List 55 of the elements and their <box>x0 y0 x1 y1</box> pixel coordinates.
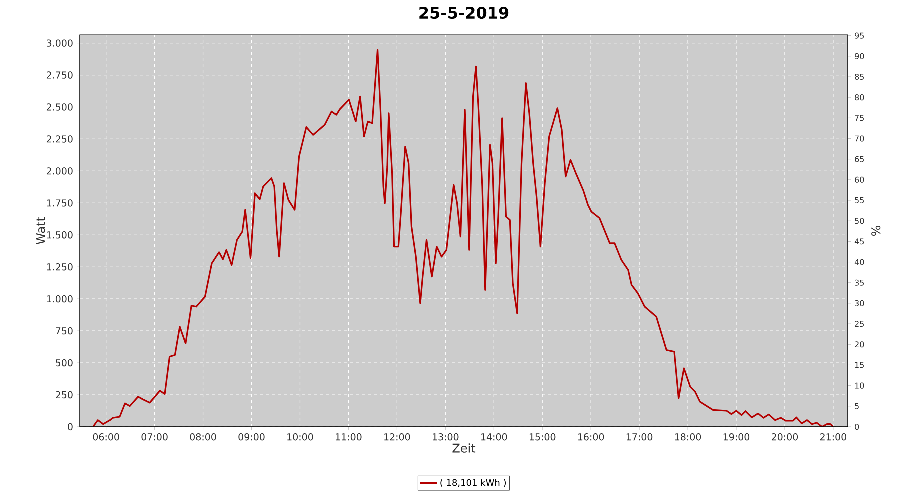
y2-tick-label: 95 <box>855 32 864 39</box>
y2-tick-label: 85 <box>855 74 864 80</box>
y-tick-label: 500 <box>56 359 73 367</box>
x-tick-label: 18:00 <box>675 434 702 441</box>
y2-tick-label: 40 <box>854 259 864 266</box>
y-tick-label: 250 <box>56 391 73 399</box>
x-tick-label: 09:00 <box>238 434 265 441</box>
y-tick-label: 1.250 <box>47 264 73 271</box>
x-tick-label: 07:00 <box>142 434 168 441</box>
y-tick-label: 0 <box>68 423 73 431</box>
legend-label: ( 18,101 kWh ) <box>440 479 506 488</box>
y2-axis-title: % <box>872 226 881 236</box>
y-tick-label: 2.750 <box>46 72 73 79</box>
x-tick-label: 12:00 <box>384 434 410 441</box>
y2-tick-label: 50 <box>855 218 864 224</box>
y-tick-label: 1.750 <box>47 200 73 207</box>
x-tick-label: 16:00 <box>578 434 604 441</box>
y-tick-label: 2.000 <box>46 168 73 175</box>
y2-tick-label: 55 <box>855 198 864 204</box>
y2-tick-label: 15 <box>855 362 864 368</box>
x-tick-label: 13:00 <box>433 434 459 441</box>
y-tick-label: 750 <box>56 327 73 335</box>
y-tick-label: 1.000 <box>47 295 73 303</box>
x-axis-title: Zeit <box>452 444 476 453</box>
y2-tick-label: 5 <box>855 403 859 410</box>
y2-tick-label: 75 <box>855 115 864 122</box>
x-tick-label: 06:00 <box>93 434 120 441</box>
y2-tick-label: 45 <box>854 238 864 245</box>
y-tick-label: 3.000 <box>47 40 73 47</box>
x-tick-label: 08:00 <box>190 434 216 441</box>
x-tick-label: 19:00 <box>724 434 750 441</box>
x-tick-label: 14:00 <box>481 434 508 441</box>
y2-tick-label: 20 <box>855 342 864 348</box>
y2-tick-label: 25 <box>855 321 864 328</box>
y2-tick-label: 60 <box>855 176 864 183</box>
x-tick-label: 21:00 <box>820 434 847 441</box>
y-tick-label: 2.250 <box>46 136 73 143</box>
y-tick-label: 1.500 <box>47 232 73 239</box>
y2-tick-label: 80 <box>855 94 864 101</box>
x-tick-label: 17:00 <box>626 434 653 441</box>
y-axis-title: Watt <box>36 217 46 245</box>
x-tick-label: 11:00 <box>336 434 362 441</box>
x-tick-label: 20:00 <box>772 434 798 441</box>
line-series <box>92 49 834 427</box>
y-tick-label: 2.500 <box>46 104 73 111</box>
x-tick-label: 15:00 <box>530 434 556 441</box>
y2-tick-label: 30 <box>855 300 864 306</box>
x-tick-label: 10:00 <box>288 434 314 441</box>
chart-title: 25-5-2019 <box>420 6 509 20</box>
y2-tick-label: 65 <box>855 156 864 162</box>
y2-tick-label: 90 <box>855 53 864 60</box>
y2-tick-label: 0 <box>855 424 860 430</box>
y2-tick-label: 35 <box>855 280 864 286</box>
y2-tick-label: 70 <box>855 136 864 142</box>
y2-tick-label: 10 <box>855 382 864 389</box>
